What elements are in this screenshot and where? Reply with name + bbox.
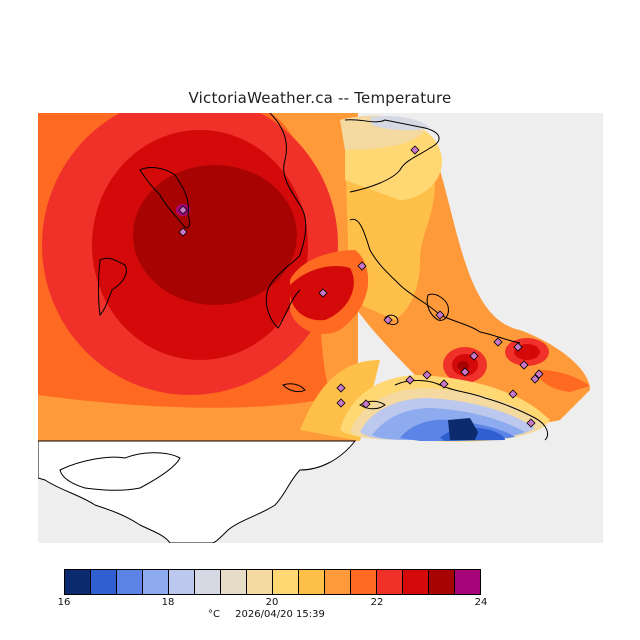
station-marker[interactable] bbox=[469, 351, 479, 361]
legend-swatch bbox=[299, 570, 325, 594]
legend-tick: 24 bbox=[474, 597, 488, 608]
legend-swatch bbox=[117, 570, 143, 594]
station-marker[interactable] bbox=[336, 383, 346, 393]
legend-tick: 20 bbox=[265, 597, 279, 608]
station-marker[interactable] bbox=[493, 337, 503, 347]
legend-swatch bbox=[403, 570, 429, 594]
legend-swatch bbox=[325, 570, 351, 594]
unit-label: °C bbox=[208, 609, 220, 620]
station-marker[interactable] bbox=[508, 389, 518, 399]
station-marker[interactable] bbox=[460, 367, 470, 377]
legend-swatch bbox=[143, 570, 169, 594]
station-marker[interactable] bbox=[435, 310, 445, 320]
timestamp: 2026/04/20 15:39 bbox=[235, 609, 325, 620]
station-marker[interactable] bbox=[519, 360, 529, 370]
station-marker[interactable] bbox=[336, 398, 346, 408]
legend-swatch bbox=[195, 570, 221, 594]
weather-stations bbox=[178, 145, 544, 428]
legend-swatch bbox=[455, 570, 480, 594]
station-marker[interactable] bbox=[439, 379, 449, 389]
legend-swatch bbox=[221, 570, 247, 594]
coastlines bbox=[98, 113, 548, 441]
legend-tick: 16 bbox=[57, 597, 71, 608]
legend-caption: °C 2026/04/20 15:39 bbox=[208, 609, 337, 620]
station-marker[interactable] bbox=[178, 227, 188, 237]
legend-swatch bbox=[65, 570, 91, 594]
temperature-field-cool bbox=[340, 375, 550, 442]
legend-tick: 18 bbox=[161, 597, 175, 608]
station-marker[interactable] bbox=[178, 205, 188, 215]
station-marker[interactable] bbox=[318, 288, 328, 298]
station-marker[interactable] bbox=[526, 418, 536, 428]
station-marker[interactable] bbox=[534, 369, 544, 379]
station-marker[interactable] bbox=[405, 375, 415, 385]
legend-swatch bbox=[351, 570, 377, 594]
station-marker[interactable] bbox=[513, 342, 523, 352]
station-marker[interactable] bbox=[410, 145, 420, 155]
legend-swatch bbox=[247, 570, 273, 594]
legend-swatch bbox=[273, 570, 299, 594]
legend-swatch bbox=[91, 570, 117, 594]
station-marker[interactable] bbox=[361, 399, 371, 409]
legend-swatch bbox=[377, 570, 403, 594]
station-marker[interactable] bbox=[383, 315, 393, 325]
station-marker[interactable] bbox=[357, 261, 367, 271]
legend-swatch bbox=[169, 570, 195, 594]
color-scale-legend bbox=[64, 569, 481, 595]
station-marker[interactable] bbox=[530, 374, 540, 384]
legend-tick: 22 bbox=[370, 597, 384, 608]
temperature-field-east bbox=[290, 115, 590, 424]
map-title: VictoriaWeather.ca -- Temperature bbox=[188, 89, 452, 107]
station-marker[interactable] bbox=[422, 370, 432, 380]
legend-swatch bbox=[429, 570, 455, 594]
